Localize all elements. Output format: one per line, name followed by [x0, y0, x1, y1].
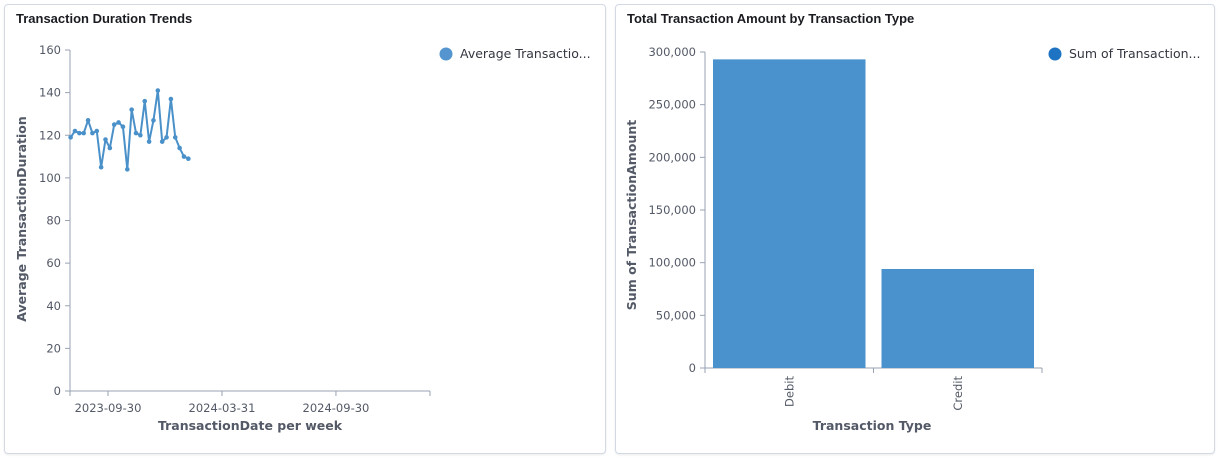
y-tick-label: 300,000	[648, 45, 696, 59]
bar-debit[interactable]	[713, 59, 866, 369]
line-chart-panel: Transaction Duration Trends 0 20 40 60 80 100…	[4, 4, 606, 454]
bar-credit[interactable]	[881, 268, 1035, 368]
y-tick-label: 20	[46, 341, 61, 355]
data-point[interactable]	[116, 120, 121, 125]
data-point[interactable]	[181, 154, 187, 159]
x-tick-label: 2023-09-30	[75, 401, 142, 415]
data-point[interactable]	[107, 145, 113, 151]
data-point[interactable]	[177, 145, 182, 151]
y-tick-label: 140	[39, 86, 61, 100]
x-tick-label: 2024-03-31	[189, 401, 256, 415]
data-point[interactable]	[81, 130, 87, 136]
legend-label: Sum of Transaction...	[1069, 46, 1200, 61]
legend-marker	[1048, 47, 1062, 61]
data-point[interactable]	[125, 167, 130, 172]
data-point[interactable]	[72, 128, 78, 134]
data-point[interactable]	[90, 130, 95, 136]
data-point[interactable]	[138, 132, 143, 138]
data-point[interactable]	[77, 130, 82, 136]
y-tick-label: 0	[689, 361, 696, 375]
line-chart: 0 20 40 60 80 100 120 140 160 2023-09-30 2024-03-3…	[14, 43, 591, 433]
data-point[interactable]	[85, 118, 91, 123]
legend[interactable]: Sum of Transaction...	[1048, 46, 1201, 61]
data-point[interactable]	[98, 164, 104, 170]
x-axis-title: Transaction Type	[813, 418, 932, 433]
data-point[interactable]	[186, 156, 191, 161]
y-tick-label: 250,000	[648, 98, 696, 112]
data-point[interactable]	[133, 130, 139, 136]
data-point[interactable]	[159, 139, 165, 144]
bar-chart: 0 50,000 100,000 150,000 200,000 250,000 300,0…	[624, 45, 1201, 433]
y-tick-label: 0	[54, 384, 61, 398]
y-tick-label: 150,000	[648, 203, 696, 217]
x-tick-label: 2024-09-30	[303, 401, 370, 415]
y-tick-label: 160	[39, 43, 61, 57]
y-tick-label: 60	[46, 256, 61, 270]
y-tick-label: 200,000	[648, 150, 696, 164]
x-tick-label: Debit	[782, 376, 796, 407]
data-point[interactable]	[111, 122, 117, 127]
panel-title: Total Transaction Amount by Transaction …	[627, 11, 915, 26]
y-tick-label: 120	[39, 128, 61, 142]
data-point[interactable]	[164, 135, 169, 140]
y-axis-title: Sum of TransactionAmount	[624, 120, 639, 310]
y-tick-label: 100,000	[648, 256, 696, 270]
data-point[interactable]	[120, 124, 126, 130]
legend-marker	[439, 47, 453, 61]
legend-label: Average Transactio...	[460, 46, 591, 61]
x-tick-label: Credit	[951, 376, 965, 411]
x-axis-title: TransactionDate per week	[158, 418, 343, 433]
data-point[interactable]	[146, 139, 152, 144]
y-tick-label: 50,000	[656, 308, 696, 322]
data-point[interactable]	[94, 128, 100, 134]
data-point[interactable]	[103, 137, 108, 142]
data-point[interactable]	[155, 88, 161, 93]
legend[interactable]: Average Transactio...	[439, 46, 591, 61]
data-point[interactable]	[129, 107, 134, 112]
data-point[interactable]	[142, 98, 148, 104]
bar-chart-panel: Total Transaction Amount by Transaction …	[615, 4, 1215, 454]
y-axis-title: Average TransactionDuration	[14, 116, 29, 322]
panel-title: Transaction Duration Trends	[16, 11, 193, 26]
y-tick-label: 100	[39, 171, 61, 185]
data-point[interactable]	[172, 135, 178, 140]
data-point[interactable]	[68, 135, 73, 140]
series-line	[69, 89, 189, 171]
data-point[interactable]	[151, 118, 156, 123]
y-tick-label: 40	[46, 299, 61, 313]
y-tick-label: 80	[46, 214, 61, 228]
data-point[interactable]	[168, 96, 174, 102]
